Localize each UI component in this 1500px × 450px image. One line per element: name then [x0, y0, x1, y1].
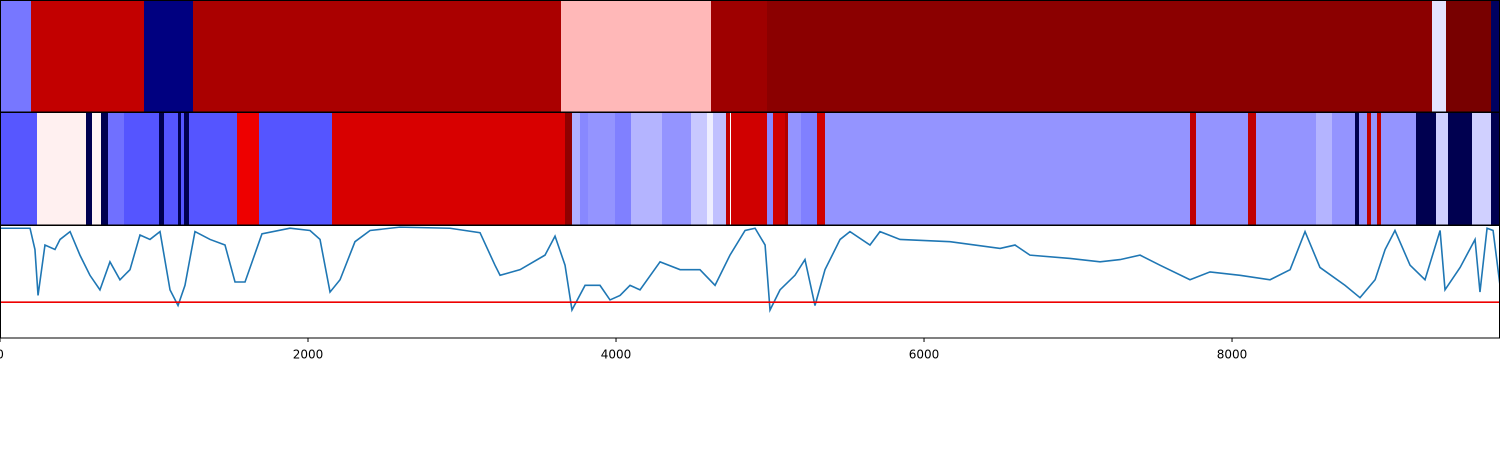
segment: [143, 1, 193, 112]
segment: [1436, 113, 1449, 225]
segment: [91, 113, 102, 225]
x-tick-label: 0: [0, 348, 4, 362]
segment: [101, 113, 108, 225]
segment: [561, 1, 712, 112]
segment: [767, 113, 773, 225]
segment: [784, 113, 789, 225]
segment: [711, 1, 768, 112]
segment: [1195, 113, 1249, 225]
segment: [1189, 113, 1196, 225]
segment: [662, 113, 692, 225]
segment: [1359, 113, 1368, 225]
x-tick-label: 6000: [909, 348, 940, 362]
segment: [30, 1, 144, 112]
segment: [178, 113, 181, 225]
segment: [731, 113, 768, 225]
segment: [158, 113, 165, 225]
segment: [1331, 113, 1356, 225]
segment: [36, 113, 86, 225]
segment: [772, 113, 785, 225]
segment: [188, 113, 238, 225]
segment: [729, 113, 732, 225]
segment: [332, 113, 566, 225]
segment: [713, 113, 726, 225]
segment: [579, 113, 588, 225]
segment: [565, 113, 572, 225]
segment: [1491, 1, 1500, 112]
segment: [1377, 113, 1382, 225]
segment: [123, 113, 159, 225]
x-tick-label: 2000: [293, 348, 324, 362]
segment: [1315, 113, 1332, 225]
segment: [816, 113, 825, 225]
segment: [107, 113, 124, 225]
segment: [180, 113, 185, 225]
segment: [800, 113, 817, 225]
segment: [237, 113, 260, 225]
x-tick-label: 8000: [1217, 348, 1248, 362]
segment: [825, 113, 1190, 225]
segment: [164, 113, 179, 225]
segment: [1248, 113, 1257, 225]
segment: [0, 113, 37, 225]
segment: [1355, 113, 1360, 225]
segment: [1256, 113, 1316, 225]
segment: [192, 1, 562, 112]
segment: [1381, 113, 1417, 225]
data-line: [0, 226, 1500, 313]
segment: [615, 113, 631, 225]
segment: [571, 113, 580, 225]
segment: [1432, 1, 1447, 112]
x-tick-label: 4000: [601, 348, 632, 362]
segment: [630, 113, 663, 225]
segment: [259, 113, 333, 225]
segment: [1446, 1, 1492, 112]
segment: [1367, 113, 1372, 225]
segment: [1491, 113, 1500, 225]
segment: [1416, 113, 1437, 225]
segment: [691, 113, 708, 225]
segment: [85, 113, 92, 225]
segment: [587, 113, 616, 225]
segment: [767, 1, 1433, 112]
segment: [1471, 113, 1492, 225]
segment: [725, 113, 730, 225]
segment: [1371, 113, 1378, 225]
panel-frame: [0, 225, 1500, 339]
segment: [184, 113, 189, 225]
segment: [788, 113, 801, 225]
segment: [707, 113, 714, 225]
segment: [1448, 113, 1472, 225]
segment: [0, 1, 31, 112]
